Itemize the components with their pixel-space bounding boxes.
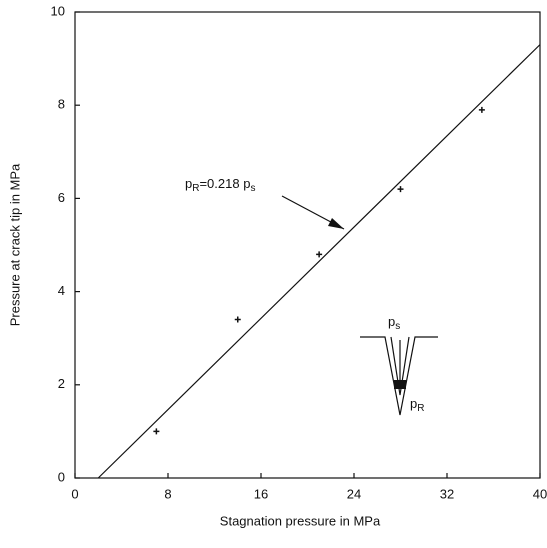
- inset-label-part: p: [410, 396, 417, 411]
- annotation-part: p: [185, 176, 192, 191]
- annotation-sub: R: [192, 183, 199, 194]
- inset-marker: [394, 380, 406, 389]
- inset-notch: [360, 336, 438, 416]
- y-axis-label: Pressure at crack tip in MPa: [7, 163, 22, 326]
- x-tick-label: 24: [347, 486, 361, 501]
- data-point: [316, 251, 323, 258]
- data-point: [153, 428, 160, 435]
- fit-line: [97, 44, 541, 479]
- inset-label-sub: s: [395, 321, 400, 332]
- inset-notch-inner: [390, 336, 410, 396]
- data-point: [397, 186, 404, 193]
- x-tick-label: 0: [71, 486, 78, 501]
- inset-label-part: p: [388, 314, 395, 329]
- plot-frame: [74, 11, 541, 479]
- annotation-sub: s: [250, 183, 255, 194]
- annotation: pR=0.218 ps: [185, 176, 255, 193]
- y-tick-label: 2: [58, 376, 65, 391]
- inset-label: ps: [388, 314, 400, 331]
- x-tick-label: 32: [440, 486, 454, 501]
- y-tick-label: 0: [58, 469, 65, 484]
- x-axis-label: Stagnation pressure in MPa: [220, 513, 381, 528]
- data-point: [478, 106, 485, 113]
- y-tick-label: 6: [58, 190, 65, 205]
- x-tick-label: 16: [254, 486, 268, 501]
- x-tick-label: 40: [533, 486, 547, 501]
- y-tick-label: 8: [58, 97, 65, 112]
- data-point: [234, 316, 241, 323]
- y-tick-label: 10: [51, 3, 65, 18]
- annotation-part: =0.218 p: [199, 176, 250, 191]
- inset-label: pR: [410, 396, 424, 413]
- arrow-head: [328, 218, 344, 229]
- y-tick-label: 4: [58, 283, 65, 298]
- inset-label-sub: R: [417, 403, 424, 414]
- x-tick-label: 8: [164, 486, 171, 501]
